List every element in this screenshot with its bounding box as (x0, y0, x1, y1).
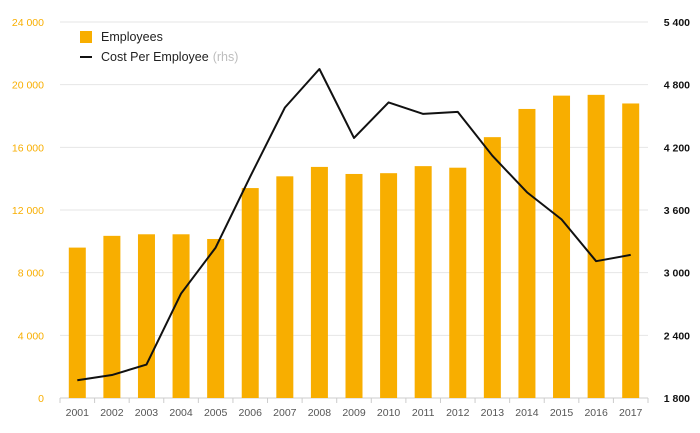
x-tick-label: 2014 (515, 407, 539, 419)
x-tick-label: 2009 (342, 407, 366, 419)
bar-employees-2017 (622, 103, 640, 398)
left-y-axis: 0 4 000 8 000 12 000 16 000 20 000 24 000 (12, 17, 44, 405)
cost-per-employee-line (77, 68, 631, 382)
x-tick-label: 2005 (204, 407, 228, 419)
bar-employees-2004 (172, 234, 190, 398)
x-tick-label: 2006 (239, 407, 263, 419)
bar-employees-2009 (345, 173, 363, 398)
bar-employees-2006 (241, 188, 259, 398)
right-y-axis: 1 800 2 400 3 000 3 600 4 200 4 800 5 400 (664, 17, 690, 405)
cost-per-employee-swatch (80, 56, 92, 58)
right-tick-label: 5 400 (664, 17, 690, 29)
x-tick-label: 2008 (308, 407, 332, 419)
right-tick-label: 4 800 (664, 80, 690, 92)
left-tick-label: 4 000 (18, 330, 44, 342)
left-tick-label: 16 000 (12, 142, 44, 154)
legend-label-cost-per-employee: Cost Per Employee (101, 50, 209, 64)
x-tick-label: 2013 (481, 407, 505, 419)
x-tick-label: 2007 (273, 407, 297, 419)
left-tick-label: 8 000 (18, 268, 44, 280)
x-tick-label: 2002 (100, 407, 124, 419)
legend-item-cost-per-employee: Cost Per Employee (rhs) (80, 47, 238, 67)
x-tick-label: 2015 (550, 407, 574, 419)
legend: Employees Cost Per Employee (rhs) (80, 27, 238, 67)
bar-employees-2011 (414, 166, 432, 398)
right-tick-label: 1 800 (664, 393, 690, 405)
x-tick-label: 2012 (446, 407, 470, 419)
bar-employees-2012 (449, 167, 467, 398)
bar-employees-2002 (103, 235, 121, 398)
bar-employees-2005 (207, 238, 225, 398)
x-tick-label: 2016 (584, 407, 608, 419)
legend-item-employees: Employees (80, 27, 238, 47)
right-tick-label: 2 400 (664, 330, 690, 342)
bar-employees-2014 (518, 108, 536, 398)
legend-label-employees: Employees (101, 30, 163, 44)
bar-employees-2010 (380, 173, 398, 398)
bar-employees-2016 (587, 94, 605, 398)
bar-employees-2007 (276, 176, 294, 398)
bar-employees-2001 (68, 247, 86, 398)
legend-rhs-suffix: (rhs) (212, 50, 239, 64)
x-tick-label: 2001 (66, 407, 90, 419)
bar-employees-2008 (310, 166, 328, 398)
x-axis: 2001 2002 2003 2004 2005 2006 2007 2008 2009 2010… (59, 398, 649, 419)
bar-employees-2003 (137, 234, 155, 398)
left-tick-label: 20 000 (12, 80, 44, 92)
left-tick-label: 12 000 (12, 205, 44, 217)
employees-swatch (80, 31, 92, 43)
x-tick-label: 2003 (135, 407, 159, 419)
x-tick-label: 2004 (169, 407, 193, 419)
right-tick-label: 4 200 (664, 142, 690, 154)
left-tick-label: 0 (38, 393, 44, 405)
employees-bars (68, 94, 640, 398)
bar-employees-2015 (553, 95, 571, 398)
right-tick-label: 3 600 (664, 205, 690, 217)
x-tick-label: 2017 (619, 407, 643, 419)
right-tick-label: 3 000 (664, 268, 690, 280)
x-tick-label: 2010 (377, 407, 401, 419)
bar-employees-2013 (483, 137, 501, 398)
left-tick-label: 24 000 (12, 17, 44, 29)
x-tick-label: 2011 (412, 407, 435, 419)
